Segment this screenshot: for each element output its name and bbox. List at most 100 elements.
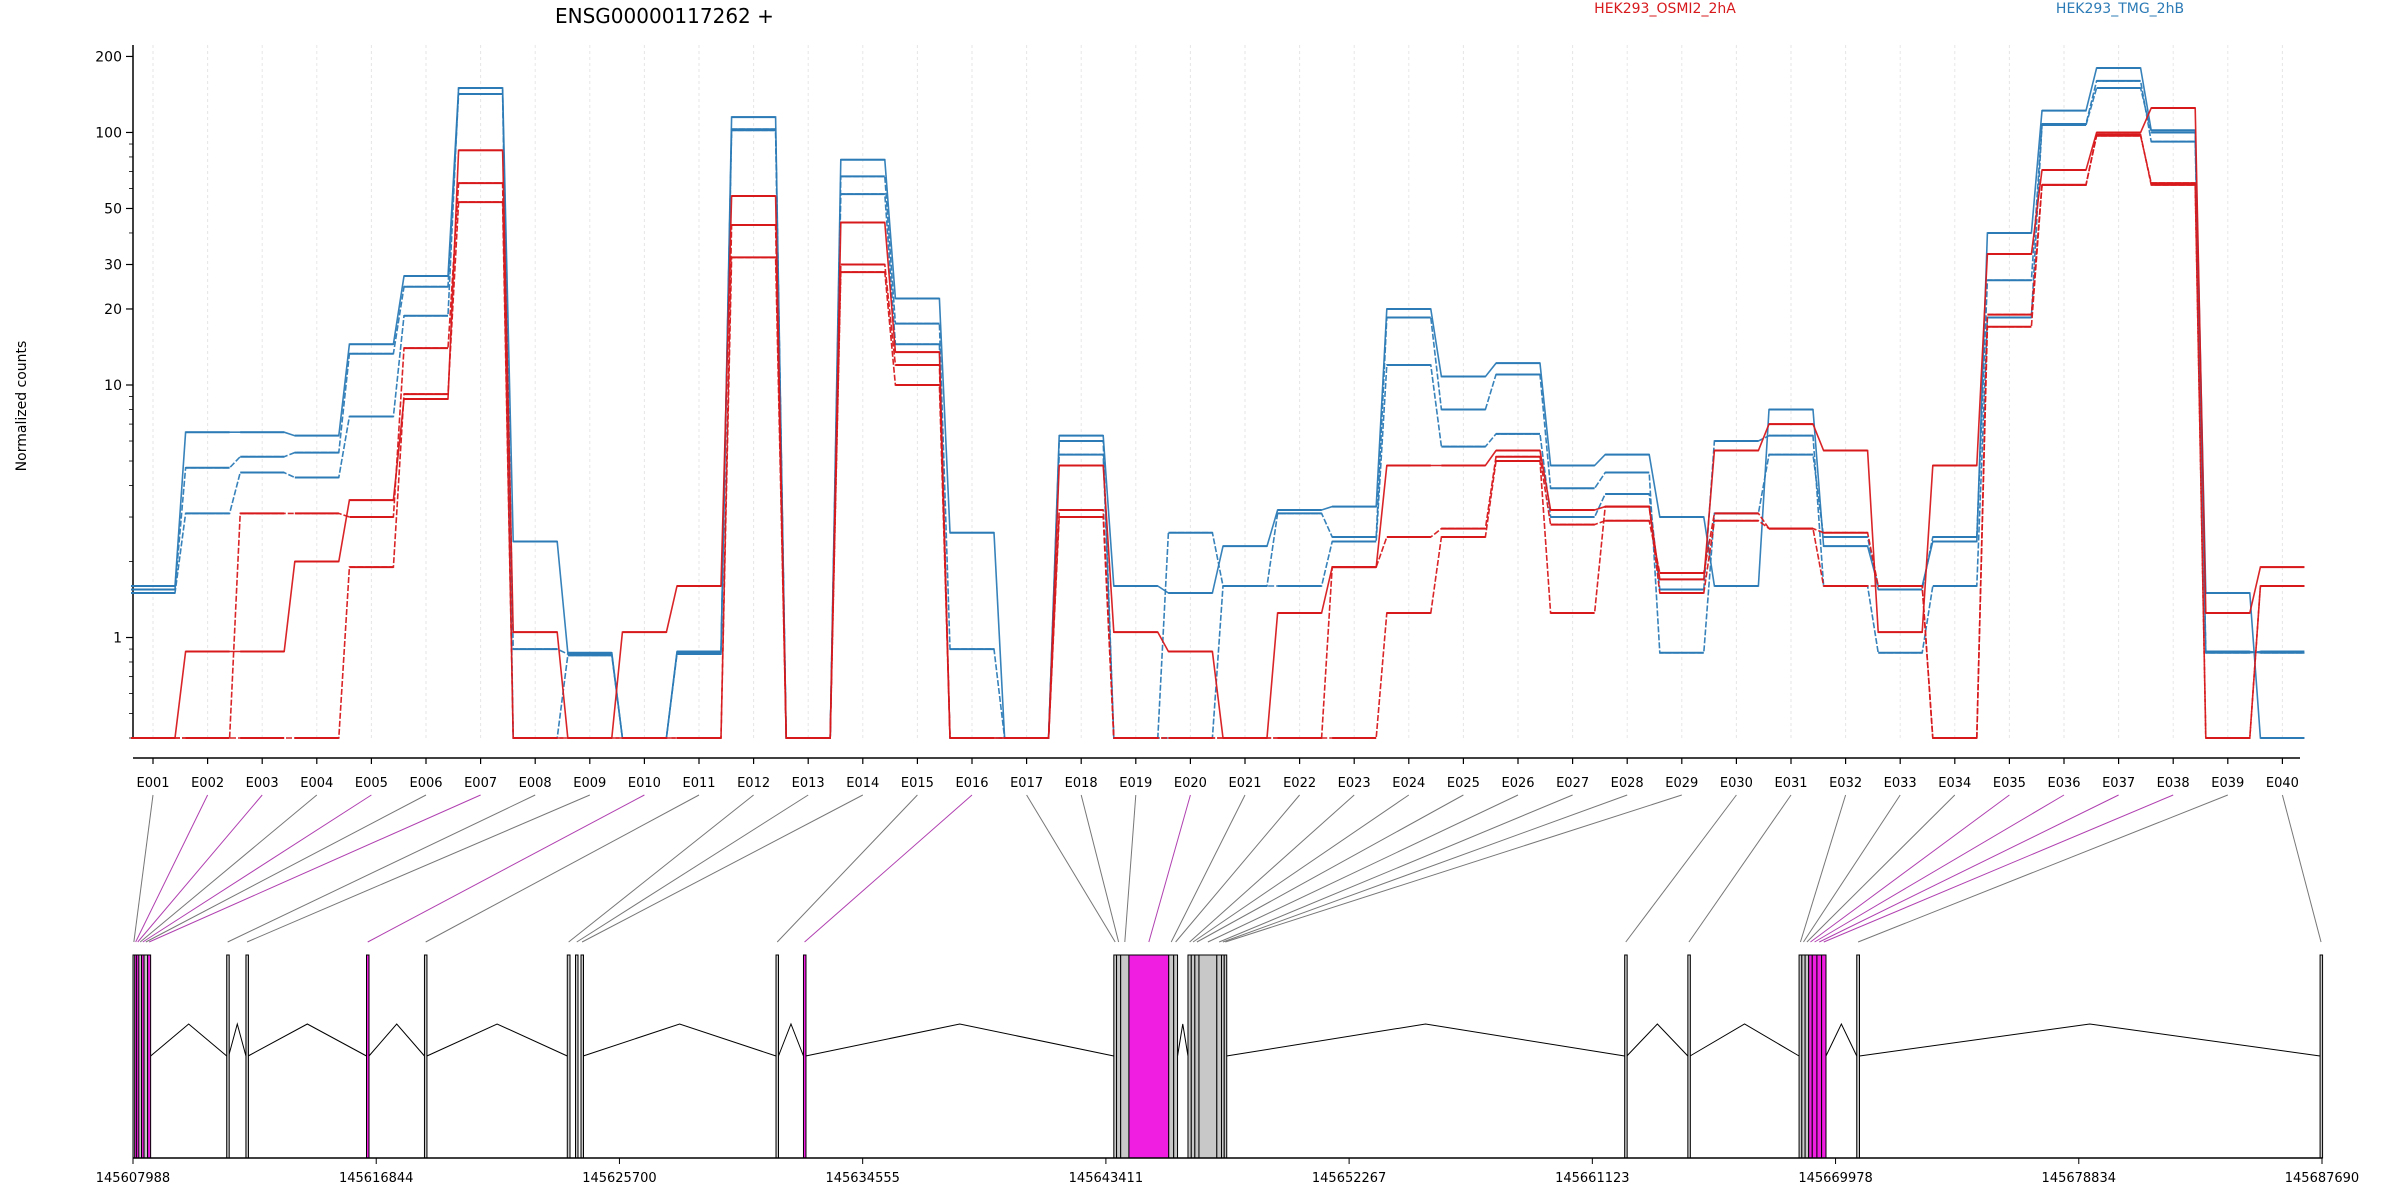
x-tick-label: E024: [1392, 776, 1425, 791]
intron-line: [247, 1023, 367, 1057]
connector-line: [227, 794, 536, 943]
exon-block: [1804, 954, 1810, 1159]
x-tick-label: E023: [1338, 776, 1371, 791]
exon-block: [1128, 954, 1170, 1159]
x-tick-label: E018: [1065, 776, 1098, 791]
connector-line: [246, 794, 590, 943]
connector-line: [137, 794, 263, 943]
intron-line: [1226, 1023, 1625, 1057]
x-tick-label: E010: [628, 776, 661, 791]
x-tick-label: E013: [792, 776, 825, 791]
x-tick-label: E036: [2047, 776, 2080, 791]
x-tick-label: E038: [2157, 776, 2190, 791]
intron-line: [1859, 1023, 2321, 1057]
x-tick-label: E021: [1228, 776, 1261, 791]
legend-label: HEK293_OSMI2_2hA: [1594, 1, 1736, 17]
exon-block: [226, 954, 230, 1159]
connector-line: [1207, 794, 1519, 943]
intron-line: [426, 1023, 568, 1057]
y-tick-label: 1: [113, 631, 122, 647]
x-tick-label: E034: [1938, 776, 1971, 791]
connector-line: [1192, 794, 1410, 943]
connector-line: [1806, 794, 1956, 943]
x-tick-label: E039: [2211, 776, 2244, 791]
connector-line: [1148, 794, 1191, 943]
y-tick-label: 100: [95, 125, 122, 141]
x-tick-label: E037: [2102, 776, 2135, 791]
connector-line: [425, 794, 700, 943]
exon-block: [775, 954, 780, 1159]
connector-line: [1819, 794, 2119, 943]
series-line: [134, 135, 2305, 739]
genomic-tick-label: 145678834: [2042, 1171, 2116, 1186]
x-tick-label: E009: [573, 776, 606, 791]
connector-line: [2281, 794, 2322, 943]
exon-block: [1816, 954, 1823, 1159]
y-axis-label: Normalized counts: [14, 341, 30, 472]
genomic-tick-label: 145652267: [1312, 1171, 1386, 1186]
connector-line: [1189, 794, 1355, 943]
series-line: [134, 107, 2305, 739]
exon-block: [1856, 954, 1860, 1159]
connector-line: [804, 794, 973, 943]
exon-block: [1194, 954, 1200, 1159]
connector-line: [1026, 794, 1116, 943]
series-lines: [131, 67, 2305, 739]
x-tick-label: E032: [1829, 776, 1862, 791]
genomic-tick-label: 145687690: [2285, 1171, 2359, 1186]
intron-line: [368, 1023, 425, 1057]
exon-block: [2319, 954, 2324, 1159]
connector-line: [1225, 794, 1682, 943]
intron-line: [1689, 1023, 1800, 1057]
connector-line: [148, 794, 481, 943]
connector-line: [135, 794, 209, 943]
x-tick-label: E031: [1774, 776, 1807, 791]
x-tick-label: E004: [300, 776, 333, 791]
x-tick-label: E012: [737, 776, 770, 791]
x-tick-label: E020: [1174, 776, 1207, 791]
exon-block: [1116, 954, 1122, 1159]
x-tick-label: E011: [682, 776, 715, 791]
y-tick-label: 30: [104, 258, 122, 274]
connector-line: [1688, 794, 1792, 943]
connector-line: [568, 794, 754, 943]
exon-block: [1198, 954, 1218, 1159]
genomic-tick-label: 145643411: [1069, 1171, 1143, 1186]
genomic-tick-label: 145669978: [1798, 1171, 1872, 1186]
y-tick-label: 50: [104, 201, 122, 217]
connector-line: [1799, 794, 1847, 943]
legend-label: HEK293_TMG_2hB: [2056, 1, 2184, 17]
connector-line: [1196, 794, 1464, 943]
x-tick-label: E003: [246, 776, 279, 791]
intron-line: [1825, 1022, 1858, 1057]
y-tick-label: 10: [104, 378, 122, 394]
exon-block: [1223, 954, 1228, 1159]
connector-line: [776, 794, 918, 943]
exon-block: [1808, 954, 1813, 1159]
exon-block: [1168, 954, 1175, 1159]
exon-block: [1687, 954, 1691, 1159]
connector-line: [1124, 794, 1137, 943]
x-tick-label: E030: [1720, 776, 1753, 791]
intron-line: [150, 1023, 228, 1057]
x-tick-label: E028: [1611, 776, 1644, 791]
exon-block: [802, 954, 807, 1159]
intron-line: [1177, 1023, 1189, 1057]
x-tick-label: E008: [519, 776, 552, 791]
genomic-tick-label: 145634555: [825, 1171, 899, 1186]
connector-line: [133, 794, 154, 943]
exon-block: [245, 954, 249, 1159]
y-tick-label: 200: [95, 49, 122, 65]
intron-line: [1626, 1023, 1689, 1057]
connector-line: [1080, 794, 1120, 943]
x-tick-label: E025: [1447, 776, 1480, 791]
exon-block: [1216, 954, 1222, 1159]
x-tick-label: E015: [901, 776, 934, 791]
x-tick-label: E040: [2266, 776, 2299, 791]
connector-line: [1823, 794, 2174, 943]
intron-line: [583, 1023, 777, 1057]
gene-model: [132, 954, 2324, 1159]
exon-block: [1173, 954, 1179, 1159]
exon-block: [1120, 954, 1130, 1159]
